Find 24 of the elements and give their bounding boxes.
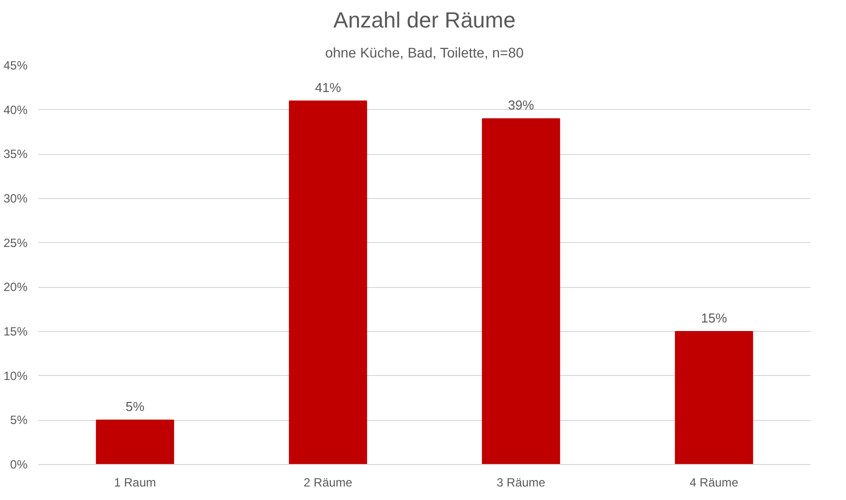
y-tick-label: 40% [3,102,28,117]
y-tick-label: 15% [3,324,28,338]
y-tick-label: 45% [3,58,28,72]
chart-subtitle: ohne Küche, Bad, Toilette, n=80 [325,44,524,60]
bar [96,420,174,464]
y-tick-label: 10% [3,368,28,383]
chart-title: Anzahl der Räume [333,8,516,32]
y-tick-label: 0% [10,458,28,472]
x-tick-label: 2 Räume [304,476,353,490]
y-tick-label: 35% [3,147,28,162]
x-tick-label: 4 Räume [690,476,739,490]
data-label: 15% [700,310,728,326]
x-tick-label: 3 Räume [496,476,546,490]
data-label: 41% [314,80,342,95]
y-tick-label: 30% [3,192,28,206]
bar [674,331,754,464]
bar [288,100,368,464]
bar [482,118,560,464]
y-tick-label: 5% [10,413,28,428]
x-tick-label: 1 Raum [114,476,156,490]
y-tick-label: 25% [3,236,28,250]
data-label: 5% [126,399,145,414]
y-tick-label: 20% [3,280,28,294]
data-label: 39% [508,98,534,113]
